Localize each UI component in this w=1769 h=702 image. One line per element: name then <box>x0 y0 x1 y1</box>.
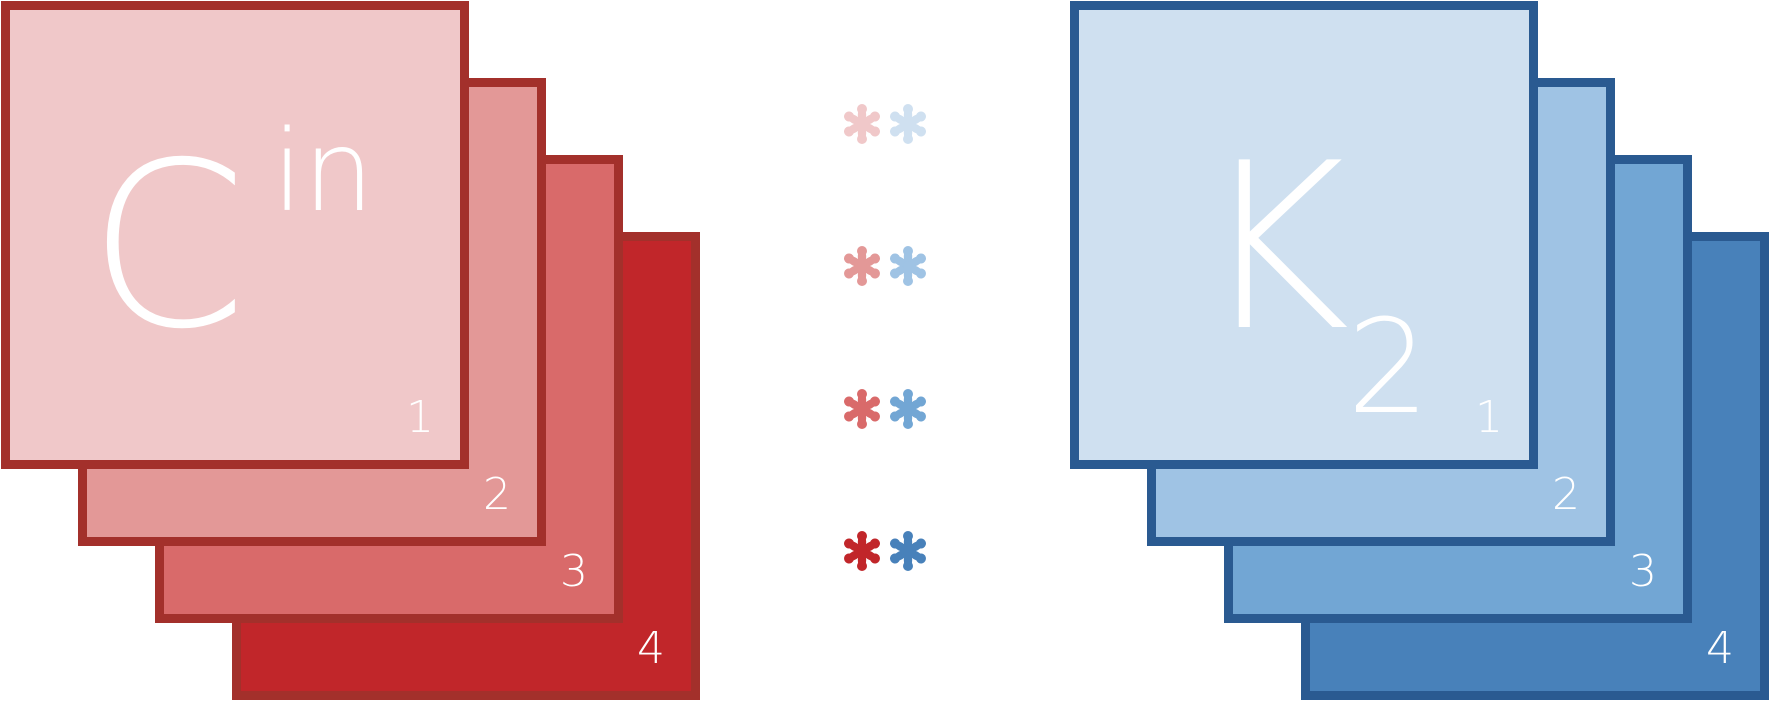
card-number: 2 <box>1552 469 1580 520</box>
asterisk-left-3 <box>844 389 880 429</box>
k-subscript: 2 <box>1347 291 1430 443</box>
card-number: 3 <box>560 546 588 597</box>
card-number: 4 <box>1706 623 1734 674</box>
asterisk-right-3 <box>890 389 926 429</box>
c-symbol: C <box>88 113 248 379</box>
asterisk-left-1 <box>844 104 880 144</box>
card-number: 2 <box>483 469 511 520</box>
asterisk-left-4 <box>844 531 880 571</box>
asterisk-right-1 <box>890 104 926 144</box>
asterisk-left-2 <box>844 246 880 286</box>
asterisk-right-2 <box>890 246 926 286</box>
k-symbol: K <box>1199 115 1350 382</box>
card-number: 1 <box>1475 392 1503 443</box>
input-channel-card-1: C in 1 <box>1 1 469 469</box>
card-number: 4 <box>637 623 665 674</box>
input-channel-stack: 4 3 2 C in 1 <box>0 0 700 702</box>
in-superscript: in <box>272 107 375 237</box>
card-number: 1 <box>406 392 434 443</box>
kernel-card-1: K 2 1 <box>1070 1 1538 469</box>
kernel-stack: 4 3 2 K 2 1 <box>1070 0 1769 702</box>
asterisk-right-4 <box>890 531 926 571</box>
card-number: 3 <box>1629 546 1657 597</box>
